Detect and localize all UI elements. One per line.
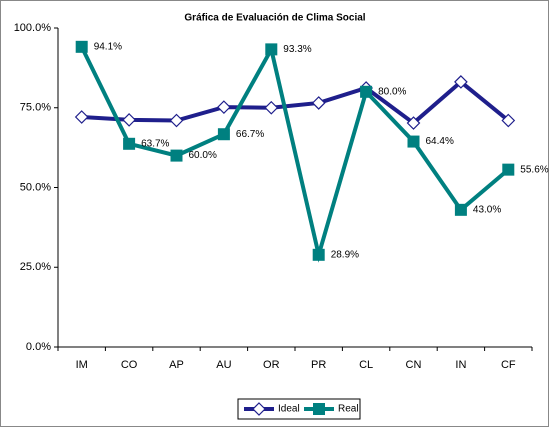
point	[312, 248, 325, 261]
point	[454, 203, 467, 216]
data-label: 64.4%	[426, 136, 454, 147]
data-label: 66.7%	[236, 129, 264, 140]
x-tick-label: CF	[501, 359, 516, 371]
point	[360, 85, 373, 98]
legend-marker	[313, 403, 325, 415]
point	[170, 149, 183, 162]
series-line	[81, 79, 510, 126]
data-label: 63.7%	[141, 138, 169, 149]
data-label: 55.6%	[520, 164, 548, 175]
point	[123, 137, 136, 150]
point	[169, 113, 184, 128]
point	[265, 43, 278, 56]
data-label: 43.0%	[473, 204, 501, 215]
legend-label: Real	[338, 404, 359, 415]
data-label: 60.0%	[189, 150, 217, 161]
x-tick-label: CL	[359, 359, 373, 371]
point	[217, 128, 230, 141]
x-tick-label: OR	[263, 359, 280, 371]
point	[217, 100, 231, 114]
series-line	[79, 43, 510, 263]
y-tick-label: 0.0%	[26, 341, 51, 353]
chart-title: Gráfica de Evaluación de Clima Social	[184, 13, 365, 24]
x-tick-label: IN	[455, 359, 466, 371]
x-tick-label: CO	[121, 359, 138, 371]
x-tick-label: IM	[76, 359, 88, 371]
point	[406, 116, 421, 130]
point	[264, 100, 279, 115]
x-tick-label: AP	[169, 359, 184, 371]
data-label: 94.1%	[94, 41, 122, 52]
data-label: 80.0%	[378, 86, 406, 97]
point	[501, 113, 516, 128]
legend-label: Ideal	[278, 404, 300, 415]
y-tick-label: 75.0%	[20, 102, 51, 114]
point	[407, 135, 420, 148]
data-label: 93.3%	[283, 44, 311, 55]
point	[311, 96, 326, 110]
y-tick-label: 50.0%	[20, 181, 51, 193]
point	[74, 110, 89, 124]
point	[75, 40, 88, 53]
point	[122, 113, 136, 127]
y-tick-label: 25.0%	[20, 261, 51, 273]
legend-box	[237, 398, 361, 420]
y-tick-label: 100.0%	[14, 22, 52, 34]
x-tick-label: CN	[406, 359, 422, 371]
data-label: 28.9%	[331, 249, 359, 260]
legend-marker	[252, 402, 266, 416]
x-tick-label: PR	[311, 359, 326, 371]
point	[502, 163, 515, 176]
x-tick-label: AU	[216, 359, 231, 371]
point	[454, 75, 468, 89]
